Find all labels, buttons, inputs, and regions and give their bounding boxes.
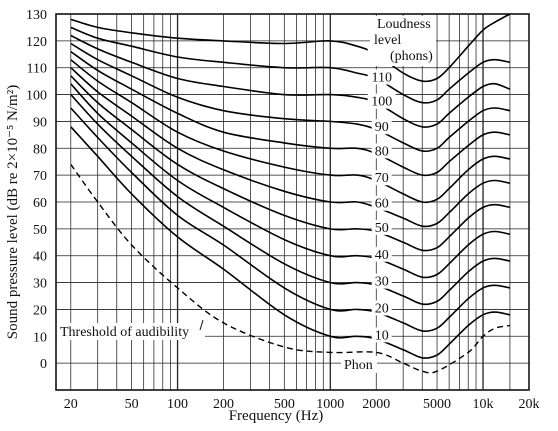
legend-title-line-3: (phons) <box>390 49 433 64</box>
curve-label: 60 <box>375 197 389 212</box>
curve-90-phon <box>70 42 511 153</box>
curve-label: 70 <box>375 171 389 186</box>
curve-label-backdrop <box>371 219 392 235</box>
curve-40-phon <box>70 83 511 279</box>
x-tick-label: 10k <box>473 397 494 412</box>
curve-50-phon <box>70 75 511 252</box>
curve-label-backdrop <box>367 69 396 85</box>
curve-label: 30 <box>375 275 389 290</box>
y-tick-label: 70 <box>33 169 47 184</box>
x-tick-label: 20k <box>519 397 540 412</box>
y-tick-label: 100 <box>26 89 47 104</box>
curve-label: 40 <box>375 248 389 263</box>
x-tick-label: 500 <box>274 397 295 412</box>
threshold-label-pointer <box>199 319 204 331</box>
x-tick-label: 100 <box>167 397 188 412</box>
curve-label: 20 <box>375 301 389 316</box>
x-tick-labels: 20 50 100 200 500 1000 2000 5000 10k 20k <box>64 397 540 412</box>
threshold-label-backdrop <box>57 323 205 340</box>
curve-80-phon <box>70 50 511 177</box>
x-tick-label: 1000 <box>316 397 344 412</box>
y-tick-label: 90 <box>33 115 47 130</box>
x-axis-label: Frequency (Hz) <box>229 408 324 424</box>
x-tick-label: 200 <box>213 397 234 412</box>
curve-70-phon <box>70 59 511 204</box>
curve-label: 100 <box>371 95 392 110</box>
curve-label-backdrop <box>371 195 392 211</box>
y-axis-label: Sound pressure level (dB re 2×10⁻⁵ N/m²) <box>5 85 21 339</box>
curve-label-backdrop <box>371 170 392 186</box>
loudness-curves <box>70 13 511 359</box>
x-tick-label: 2000 <box>362 397 390 412</box>
threshold-curve <box>70 163 511 374</box>
curve-100-phon <box>70 34 511 128</box>
curve-label-backdrop <box>371 300 392 316</box>
x-tick-label: 20 <box>64 397 78 412</box>
y-tick-label: 80 <box>33 142 47 157</box>
curve-labels: 120110100908070605040302010 <box>367 46 396 343</box>
curve-label-backdrop <box>371 119 392 135</box>
y-tick-label: 60 <box>33 196 47 211</box>
y-tick-labels: 0 10 20 30 40 50 60 70 80 90 100 110 120 130 <box>26 8 47 372</box>
curve-label-backdrop <box>371 143 392 159</box>
y-tick-label: 0 <box>40 357 47 372</box>
y-tick-label: 50 <box>33 223 47 238</box>
legend-title-line-2: level <box>374 33 401 48</box>
threshold-group <box>70 163 511 374</box>
curve-label: 10 <box>375 328 389 343</box>
curve-label: 80 <box>375 144 389 159</box>
curve-label: 90 <box>375 120 389 135</box>
x-tick-label: 50 <box>125 397 139 412</box>
curve-label: 110 <box>371 71 391 86</box>
curve-label-backdrop <box>367 93 396 109</box>
y-tick-label: 110 <box>27 62 47 77</box>
curve-label: 50 <box>375 221 389 236</box>
phon-label-backdrop <box>341 356 377 373</box>
y-tick-label: 40 <box>33 250 47 265</box>
legend-title-backdrop <box>370 16 436 66</box>
y-tick-label: 10 <box>33 330 47 345</box>
x-tick-label: 5000 <box>423 397 451 412</box>
phon-label: Phon <box>344 358 373 373</box>
legend-title-line-1: Loudness <box>377 17 431 32</box>
curve-label-backdrop <box>371 246 392 262</box>
y-tick-label: 30 <box>33 277 47 292</box>
curve-label-backdrop <box>371 273 392 289</box>
y-tick-label: 20 <box>33 303 47 318</box>
threshold-label: Threshold of audibility <box>60 325 189 340</box>
curve-label-backdrop <box>371 327 392 343</box>
y-tick-label: 120 <box>26 35 47 50</box>
y-tick-label: 130 <box>26 8 47 23</box>
